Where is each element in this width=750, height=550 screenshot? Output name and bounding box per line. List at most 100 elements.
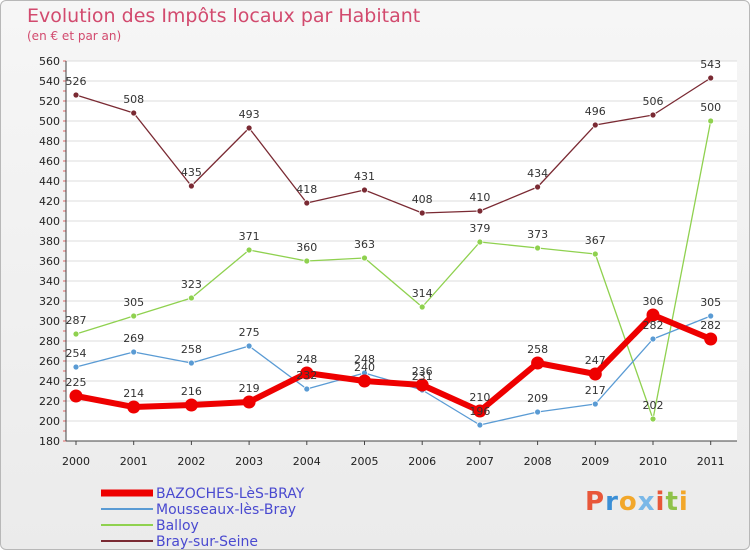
data-point	[361, 254, 368, 262]
logo-letter: o	[618, 487, 638, 517]
data-label: 410	[469, 191, 490, 204]
x-tick-label: 2004	[293, 455, 321, 468]
data-label: 240	[354, 361, 375, 374]
data-point	[303, 199, 311, 207]
data-label: 305	[700, 296, 721, 309]
logo-letter: t	[665, 487, 679, 517]
y-tick-label: 520	[39, 95, 60, 108]
x-tick-label: 2008	[524, 455, 552, 468]
data-label: 323	[181, 278, 202, 291]
data-point	[707, 117, 715, 125]
data-point	[303, 385, 311, 393]
data-point	[418, 303, 426, 311]
logo-letter: r	[605, 487, 619, 517]
x-tick-label: 2002	[177, 455, 205, 468]
data-point	[130, 312, 138, 320]
y-tick-label: 320	[39, 295, 60, 308]
data-point	[303, 257, 311, 265]
data-label: 275	[239, 326, 260, 339]
legend-label: Balloy	[156, 518, 199, 534]
data-point	[72, 330, 80, 338]
data-label: 282	[700, 319, 721, 332]
data-point	[649, 415, 657, 423]
series-line	[75, 312, 712, 414]
series-line	[75, 77, 712, 214]
data-label: 219	[239, 382, 260, 395]
legend-label: BAZOCHES-LèS-BRAY	[156, 486, 305, 502]
chart-title: Evolution des Impôts locaux par Habitant	[27, 5, 421, 27]
logo-letter: x	[637, 487, 656, 517]
y-tick-label: 220	[39, 395, 60, 408]
y-tick-label: 240	[39, 375, 60, 388]
data-label: 305	[123, 296, 144, 309]
data-label: 493	[239, 108, 260, 121]
data-label: 254	[66, 347, 87, 360]
x-tick-label: 2001	[120, 455, 148, 468]
data-point	[531, 356, 545, 370]
x-tick-label: 2005	[351, 455, 379, 468]
y-tick-label: 180	[39, 435, 60, 448]
y-tick-label: 280	[39, 335, 60, 348]
y-tick-label: 560	[39, 55, 60, 68]
y-tick-label: 380	[39, 235, 60, 248]
y-tick-label: 300	[39, 315, 60, 328]
data-label: 216	[181, 385, 202, 398]
x-tick-label: 2010	[639, 455, 667, 468]
data-label: 248	[296, 353, 317, 366]
data-label: 247	[585, 354, 606, 367]
data-point	[476, 421, 484, 429]
data-point	[646, 308, 660, 322]
data-label: 371	[239, 230, 260, 243]
data-point	[69, 389, 83, 403]
data-point	[476, 207, 484, 215]
data-label: 431	[354, 170, 375, 183]
series-line	[75, 120, 712, 420]
data-point	[534, 408, 541, 416]
y-tick-label: 440	[39, 175, 60, 188]
data-point	[72, 363, 80, 371]
data-point	[649, 111, 657, 119]
data-point	[187, 182, 195, 190]
data-label: 500	[700, 101, 721, 114]
data-point	[130, 348, 138, 356]
data-point	[361, 186, 368, 194]
y-tick-label: 200	[39, 415, 60, 428]
data-point	[591, 250, 599, 258]
data-point	[130, 109, 138, 117]
data-point	[704, 332, 718, 346]
legend-label: Bray-sur-Seine	[156, 534, 258, 549]
data-label: 232	[296, 369, 317, 382]
x-tick-label: 2006	[408, 455, 436, 468]
y-tick-label: 260	[39, 355, 60, 368]
data-point	[649, 335, 657, 343]
y-tick-label: 480	[39, 135, 60, 148]
data-label: 225	[66, 376, 87, 389]
logo-letter: i	[655, 487, 666, 517]
logo-letter: P	[585, 487, 606, 517]
y-tick-label: 360	[39, 255, 60, 268]
data-label: 231	[412, 370, 433, 383]
x-tick-label: 2011	[697, 455, 725, 468]
data-label: 217	[585, 384, 606, 397]
x-tick-label: 2007	[466, 455, 494, 468]
data-point	[707, 312, 715, 320]
data-point	[187, 359, 195, 367]
data-label: 508	[123, 93, 144, 106]
data-point	[534, 244, 541, 252]
data-label: 209	[527, 392, 548, 405]
data-point	[707, 74, 715, 82]
data-point	[127, 400, 141, 414]
y-tick-label: 420	[39, 195, 60, 208]
data-label: 434	[527, 167, 548, 180]
data-label: 367	[585, 234, 606, 247]
x-tick-label: 2009	[581, 455, 609, 468]
data-point	[473, 404, 487, 418]
data-label: 236	[412, 365, 433, 378]
data-label: 214	[123, 387, 144, 400]
data-label: 373	[527, 228, 548, 241]
data-label: 363	[354, 238, 375, 251]
proxiti-logo: Proxiti	[585, 487, 689, 517]
x-tick-label: 2000	[62, 455, 90, 468]
plot-area	[66, 61, 737, 441]
